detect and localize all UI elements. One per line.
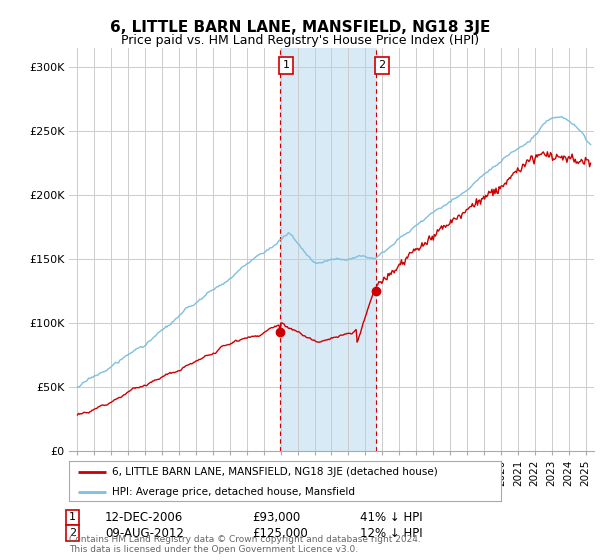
Text: £125,000: £125,000 [252, 526, 308, 540]
Text: 1: 1 [69, 512, 76, 522]
Text: 6, LITTLE BARN LANE, MANSFIELD, NG18 3JE (detached house): 6, LITTLE BARN LANE, MANSFIELD, NG18 3JE… [112, 467, 438, 477]
Text: 1: 1 [283, 60, 290, 71]
Bar [280, 48, 376, 451]
Text: Price paid vs. HM Land Registry's House Price Index (HPI): Price paid vs. HM Land Registry's House … [121, 34, 479, 46]
Text: 2: 2 [379, 60, 386, 71]
Text: £93,000: £93,000 [252, 511, 300, 524]
Text: 6, LITTLE BARN LANE, MANSFIELD, NG18 3JE: 6, LITTLE BARN LANE, MANSFIELD, NG18 3JE [110, 20, 490, 35]
Text: HPI: Average price, detached house, Mansfield: HPI: Average price, detached house, Mans… [112, 487, 355, 497]
Text: 12% ↓ HPI: 12% ↓ HPI [360, 526, 422, 540]
Text: 2: 2 [69, 528, 76, 538]
Text: 41% ↓ HPI: 41% ↓ HPI [360, 511, 422, 524]
Text: Contains HM Land Registry data © Crown copyright and database right 2024.
This d: Contains HM Land Registry data © Crown c… [69, 535, 421, 554]
Text: 12-DEC-2006: 12-DEC-2006 [105, 511, 183, 524]
Text: 09-AUG-2012: 09-AUG-2012 [105, 526, 184, 540]
